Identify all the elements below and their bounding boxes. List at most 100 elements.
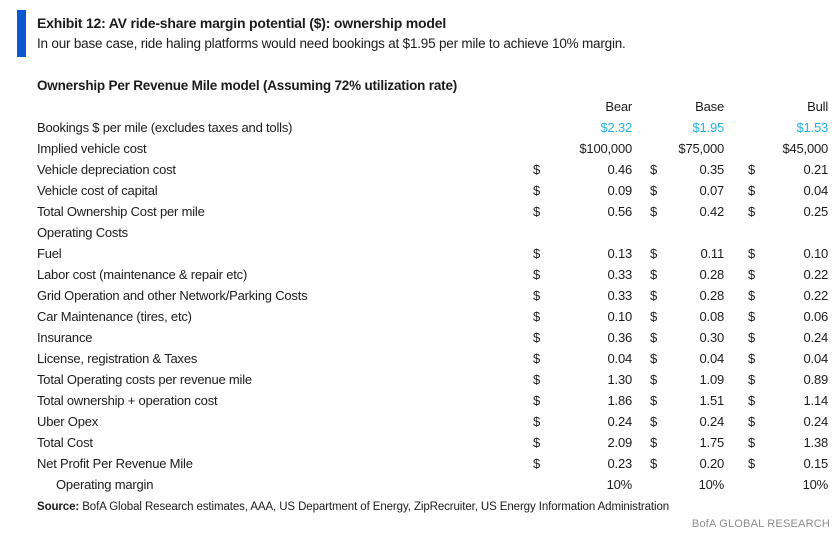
dollar-sign: $	[748, 204, 756, 219]
value-cell: $1.53	[796, 120, 829, 135]
dollar-sign: $	[650, 456, 658, 471]
value-cell: 0.22	[803, 288, 829, 303]
value-cell: 0.35	[699, 162, 725, 177]
exhibit-subtitle: In our base case, ride haling platforms …	[37, 36, 626, 51]
ownership-model-table: Bear Base Bull Bookings $ per mile (excl…	[37, 96, 828, 495]
dollar-sign: $	[533, 204, 541, 219]
table-row: Total Operating costs per revenue mile $1…	[37, 369, 828, 390]
row-label: Labor cost (maintenance & repair etc)	[37, 267, 248, 282]
table-row: Implied vehicle cost $100,000 $75,000 $45,0…	[37, 138, 828, 159]
dollar-sign: $	[650, 246, 658, 261]
value-cell: $1.95	[692, 120, 725, 135]
row-label: Implied vehicle cost	[37, 141, 147, 156]
dollar-sign: $	[533, 162, 541, 177]
source-text: BofA Global Research estimates, AAA, US …	[79, 501, 670, 513]
table-row: Total ownership + operation cost $1.86 $1.…	[37, 390, 828, 411]
value-cell: 0.89	[803, 372, 829, 387]
value-cell: 0.10	[607, 309, 633, 324]
dollar-sign: $	[650, 267, 658, 282]
row-label: Grid Operation and other Network/Parking…	[37, 288, 308, 303]
row-label: Net Profit Per Revenue Mile	[37, 456, 193, 471]
value-cell: $75,000	[678, 141, 725, 156]
row-label: Bookings $ per mile (excludes taxes and …	[37, 120, 293, 135]
row-label: Fuel	[37, 246, 62, 261]
value-cell: 0.23	[607, 456, 633, 471]
value-cell: 0.06	[803, 309, 829, 324]
row-label: Total ownership + operation cost	[37, 393, 218, 408]
value-cell: 0.33	[607, 267, 633, 282]
table-row: Total Ownership Cost per mile $0.56 $0.42 $…	[37, 201, 828, 222]
dollar-sign: $	[650, 204, 658, 219]
table-body: Bookings $ per mile (excludes taxes and …	[37, 117, 828, 495]
row-label: Total Cost	[37, 435, 93, 450]
value-cell: 1.75	[699, 435, 725, 450]
dollar-sign: $	[533, 393, 541, 408]
dollar-sign: $	[748, 414, 756, 429]
dollar-sign: $	[533, 246, 541, 261]
value-cell: 10%	[606, 477, 633, 492]
table-row: Total Cost $2.09 $1.75 $1.38	[37, 432, 828, 453]
value-cell: 1.38	[803, 435, 829, 450]
dollar-sign: $	[748, 288, 756, 303]
value-cell: 0.13	[607, 246, 633, 261]
value-cell: 0.24	[803, 330, 829, 345]
dollar-sign: $	[650, 162, 658, 177]
value-cell: 0.24	[803, 414, 829, 429]
table-row: Vehicle cost of capital $0.09 $0.07 $0.04	[37, 180, 828, 201]
header-empty-cell	[37, 96, 533, 117]
exhibit-title: Exhibit 12: AV ride-share margin potenti…	[37, 15, 447, 31]
row-label: Uber Opex	[37, 414, 99, 429]
value-cell: $2.32	[600, 120, 633, 135]
dollar-sign: $	[748, 393, 756, 408]
table-row: Insurance $0.36 $0.30 $0.24	[37, 327, 828, 348]
dollar-sign: $	[748, 183, 756, 198]
dollar-sign: $	[533, 183, 541, 198]
table-row: Fuel $0.13 $0.11 $0.10	[37, 243, 828, 264]
value-cell: 1.09	[699, 372, 725, 387]
row-label: Total Ownership Cost per mile	[37, 204, 205, 219]
dollar-sign: $	[748, 267, 756, 282]
dollar-sign: $	[650, 351, 658, 366]
row-label: Operating margin	[56, 477, 154, 492]
dollar-sign: $	[748, 309, 756, 324]
dollar-sign: $	[650, 435, 658, 450]
brand-mark: BofA GLOBAL RESEARCH	[691, 518, 830, 530]
value-cell: 1.86	[607, 393, 633, 408]
row-label: Operating Costs	[37, 225, 128, 240]
dollar-sign: $	[748, 351, 756, 366]
value-cell: 10%	[698, 477, 725, 492]
value-cell: 0.28	[699, 267, 725, 282]
value-cell: $45,000	[782, 141, 829, 156]
column-header-base: Base	[695, 99, 725, 114]
table-row: Labor cost (maintenance & repair etc) $0.…	[37, 264, 828, 285]
table-row: Uber Opex $0.24 $0.24 $0.24	[37, 411, 828, 432]
table-header-row: Bear Base Bull	[37, 96, 828, 117]
dollar-sign: $	[748, 435, 756, 450]
value-cell: 0.24	[699, 414, 725, 429]
value-cell: 1.51	[699, 393, 725, 408]
dollar-sign: $	[748, 162, 756, 177]
dollar-sign: $	[533, 351, 541, 366]
value-cell: 0.10	[803, 246, 829, 261]
table-row: Operating margin 10% 10% 10%	[37, 474, 828, 495]
value-cell: 0.11	[700, 246, 725, 261]
value-cell: 0.33	[607, 288, 633, 303]
column-header-bear: Bear	[605, 99, 633, 114]
value-cell: 0.15	[803, 456, 829, 471]
value-cell: 0.56	[607, 204, 633, 219]
dollar-sign: $	[533, 414, 541, 429]
value-cell: 0.07	[699, 183, 725, 198]
dollar-sign: $	[533, 330, 541, 345]
column-header-bull: Bull	[807, 99, 829, 114]
value-cell: 0.25	[803, 204, 829, 219]
dollar-sign: $	[533, 309, 541, 324]
value-cell: 0.04	[699, 351, 725, 366]
table-row: Bookings $ per mile (excludes taxes and …	[37, 117, 828, 138]
value-cell: 0.46	[607, 162, 633, 177]
table-row: License, registration & Taxes $0.04 $0.04 $…	[37, 348, 828, 369]
value-cell: 1.14	[803, 393, 829, 408]
value-cell: 0.36	[607, 330, 633, 345]
table-title: Ownership Per Revenue Mile model (Assumi…	[37, 78, 458, 93]
dollar-sign: $	[650, 288, 658, 303]
dollar-sign: $	[748, 246, 756, 261]
